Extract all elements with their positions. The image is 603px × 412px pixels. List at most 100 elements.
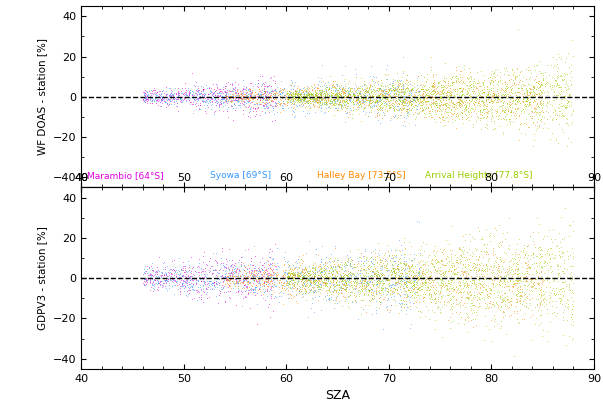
Point [291,102,301,108]
Point [500,290,510,296]
Point [494,93,504,100]
Point [329,288,338,295]
Point [233,98,243,105]
Point [490,318,499,325]
Point [484,108,493,114]
Point [409,255,419,262]
Point [482,98,491,104]
Point [367,109,376,115]
Point [162,276,171,282]
Point [373,111,382,118]
Point [523,97,533,103]
Point [356,272,365,278]
Point [197,296,206,302]
Point [493,268,503,274]
Point [375,105,385,111]
Point [210,99,220,105]
Point [376,259,386,266]
Point [520,291,529,297]
Point [426,103,436,110]
Point [524,85,534,91]
Point [178,258,188,265]
Point [475,300,484,306]
Point [453,76,463,82]
Point [513,85,522,92]
Point [377,88,387,94]
Point [310,277,320,284]
Point [434,90,443,97]
Point [391,266,401,272]
Point [500,94,510,100]
Point [254,265,264,272]
Point [296,97,306,104]
Point [511,296,521,302]
Point [279,101,289,108]
Point [528,86,537,93]
Point [238,106,248,113]
Point [341,286,350,293]
Point [199,93,209,99]
Point [333,93,343,100]
Point [190,101,200,108]
Point [200,90,210,97]
Point [389,265,399,271]
Point [389,281,399,288]
Point [459,283,469,289]
Point [296,276,306,282]
Point [270,117,280,124]
Point [461,107,470,113]
Point [258,279,268,286]
Point [151,98,160,105]
Point [147,260,157,267]
Point [450,117,460,123]
Point [201,273,210,280]
Point [148,285,158,291]
Point [153,97,162,103]
Point [345,87,355,94]
Point [311,89,321,96]
Point [180,89,190,96]
Point [268,77,277,83]
Point [413,291,423,298]
Point [232,273,241,279]
Point [225,98,235,105]
Point [200,273,210,279]
Point [367,104,377,111]
Point [394,96,404,103]
Point [362,279,371,285]
Point [331,268,341,274]
Point [356,279,366,286]
Point [403,85,412,91]
Point [302,95,312,102]
Point [265,300,274,307]
Point [418,291,428,297]
Point [459,105,469,112]
Point [261,104,271,111]
Point [532,214,541,221]
Point [303,276,312,283]
Point [446,90,455,96]
Point [508,283,518,290]
Point [259,91,268,97]
Point [349,272,359,279]
Point [321,280,331,287]
Point [355,97,364,104]
Point [391,270,401,277]
Point [256,265,266,271]
Point [330,264,339,271]
Point [389,269,399,276]
Point [308,95,318,101]
Point [163,96,172,102]
Point [560,260,569,266]
Point [322,290,332,297]
Point [456,314,466,320]
Point [459,108,469,115]
Point [513,250,522,257]
Point [449,91,459,98]
Point [551,236,560,243]
Point [224,274,234,281]
Point [309,277,319,283]
Point [341,260,351,267]
Point [504,101,514,108]
Point [368,289,378,296]
